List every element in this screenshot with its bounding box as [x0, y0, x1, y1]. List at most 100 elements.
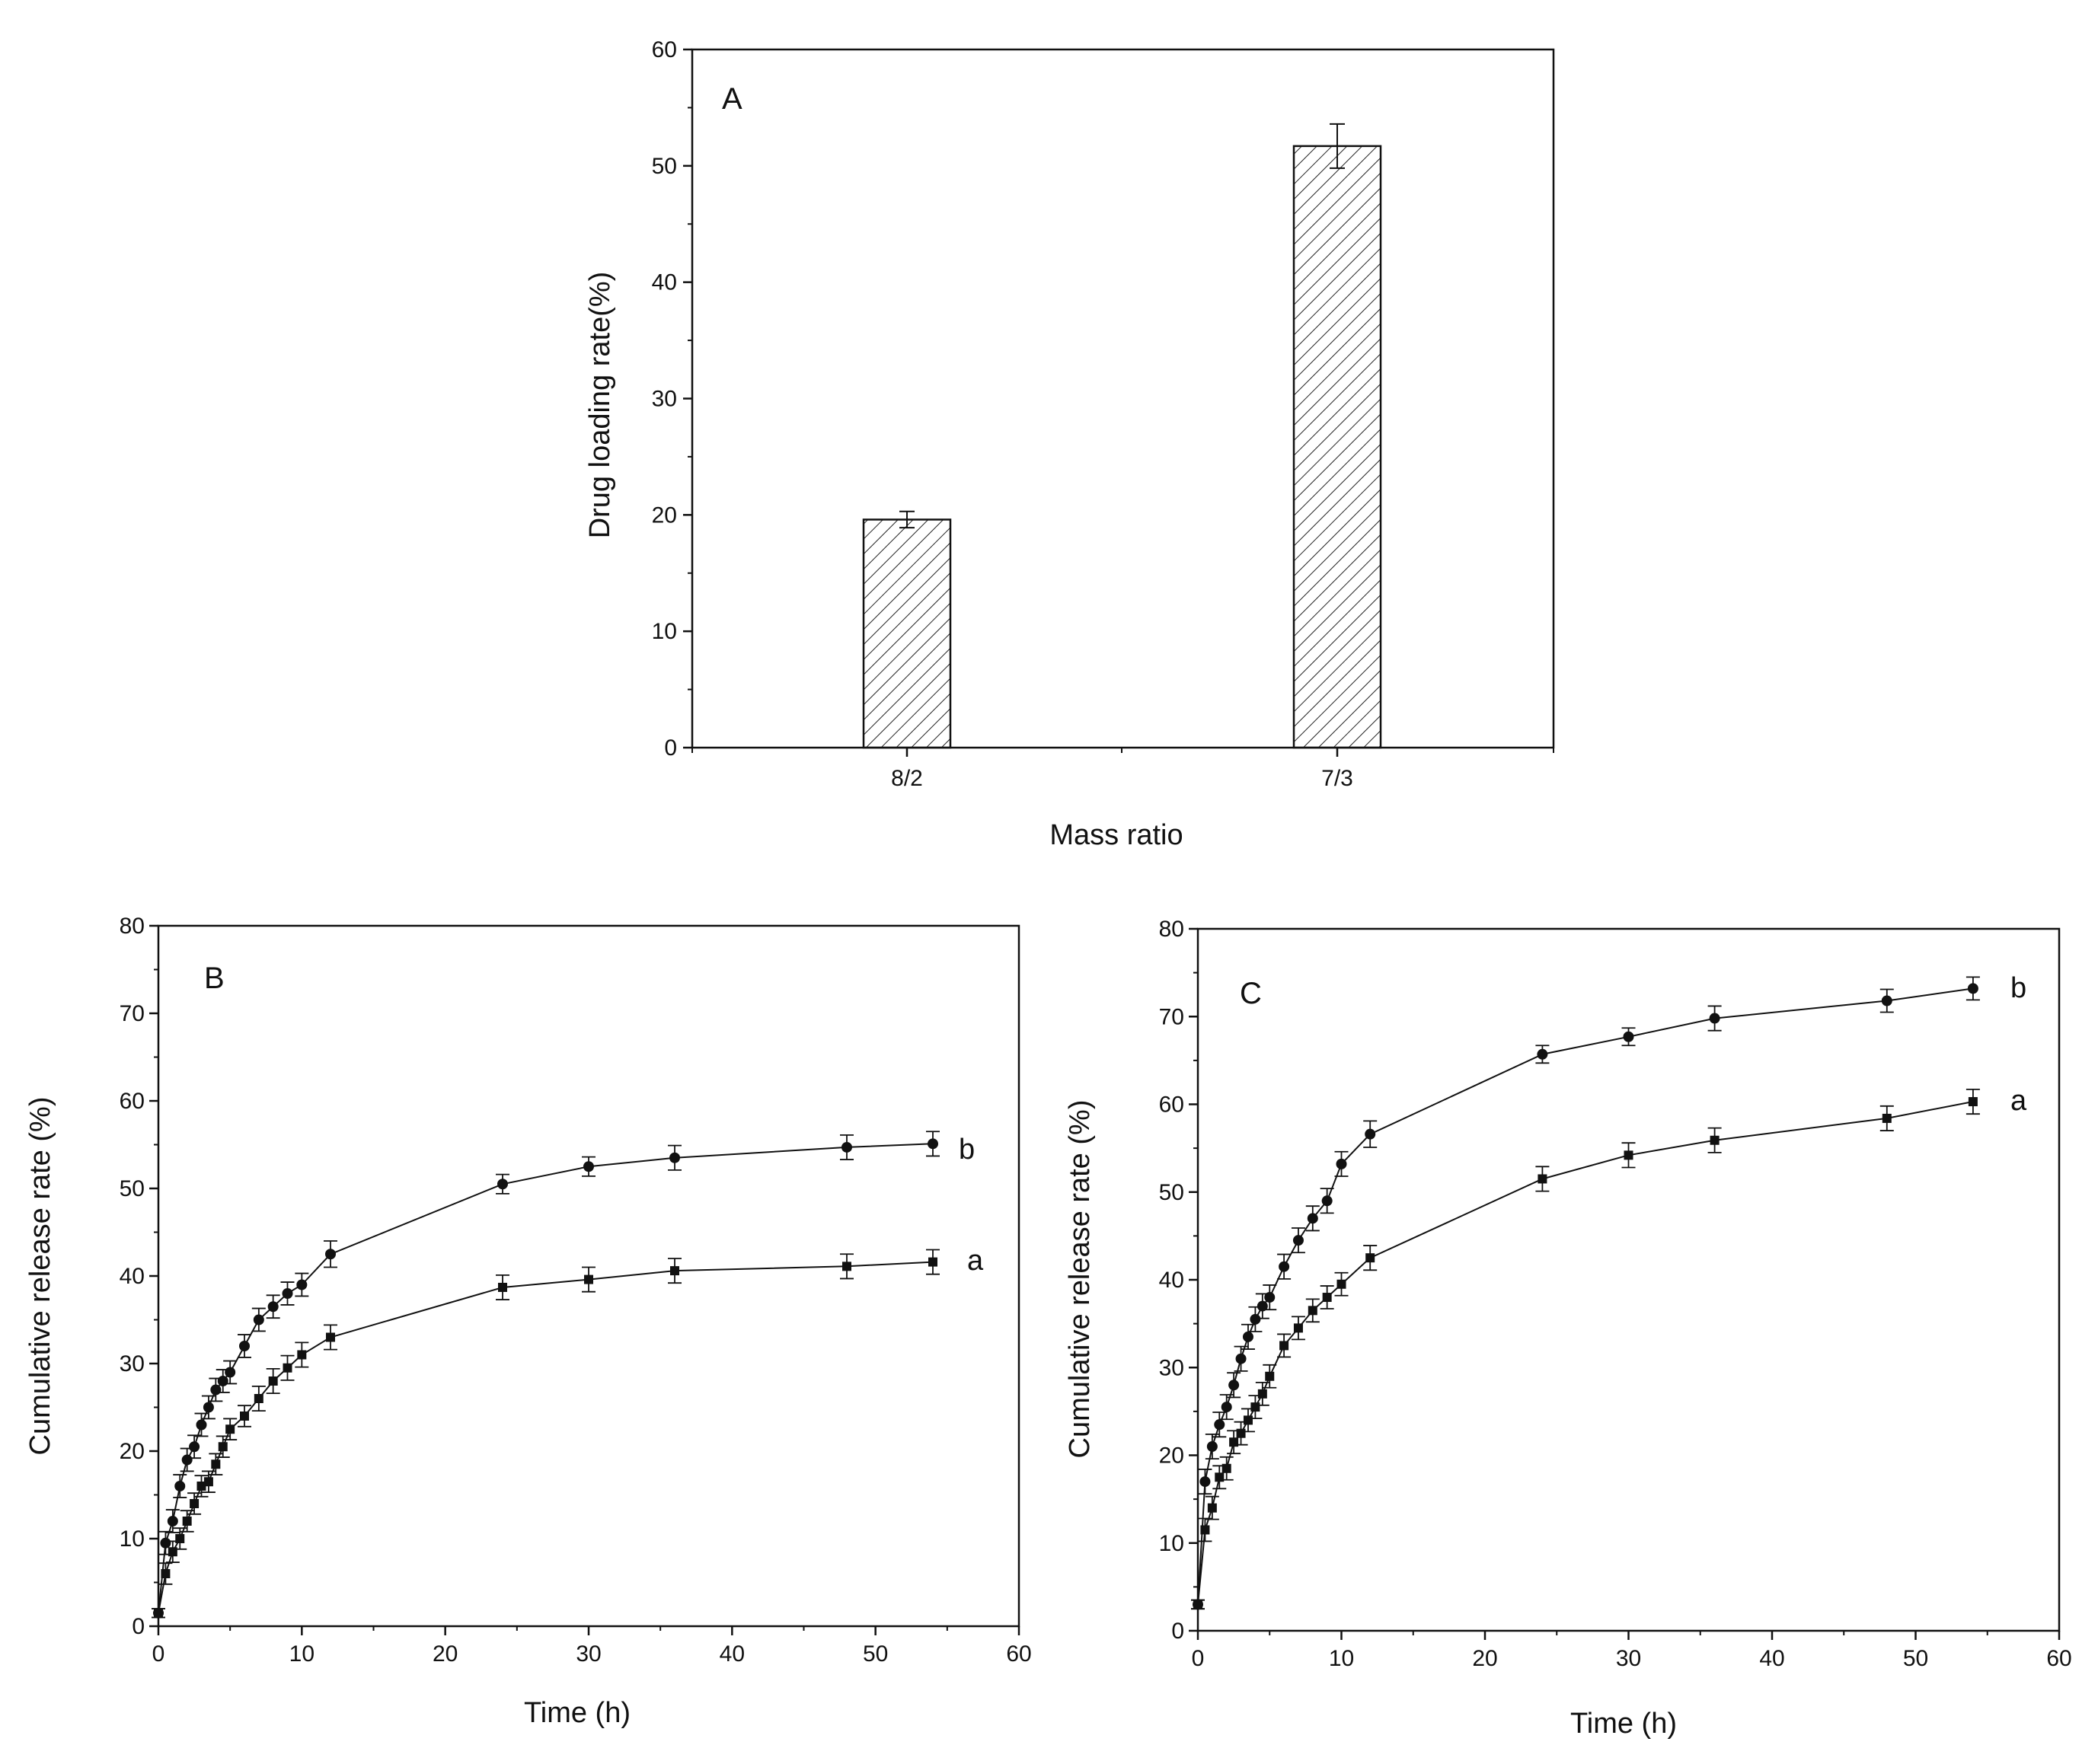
panel-b-marks: 0 10 20 30 40 50 60 70 80 0 10 20 30 40 50 60	[120, 914, 1032, 1667]
panel-b-series-a-point	[254, 1394, 263, 1403]
panel-b-series-a-point	[225, 1424, 235, 1434]
panel-c-series-a-point	[1322, 1293, 1332, 1303]
panel-b-series-a-point	[240, 1412, 249, 1421]
panel-b-series-b-line	[158, 1143, 934, 1613]
panel-c-series-a-label: a	[2010, 1085, 2027, 1117]
panel-c-series-b-point	[1257, 1300, 1268, 1312]
panel-b-y-tick-label: 60	[120, 1089, 145, 1114]
panel-c-series-b-point	[1292, 1235, 1304, 1246]
panel-b-y-tick-label: 40	[120, 1264, 145, 1289]
panel-b-series-a-point	[326, 1332, 335, 1342]
panel-c-x-tick-label: 50	[1903, 1646, 1928, 1671]
panel-c-marks: 0 10 20 30 40 50 60 70 80 0 10 20 30 40 50 60	[1159, 917, 2072, 1671]
panel-b-series-b-point	[497, 1179, 508, 1190]
panel-c-series-a-line	[1197, 1101, 1974, 1605]
panel-c-y-tick-label: 10	[1159, 1531, 1184, 1556]
panel-b-series-b-point	[296, 1279, 308, 1290]
panel-b-series-b-label: b	[959, 1134, 975, 1166]
panel-c-series-a-point	[1293, 1323, 1303, 1333]
panel-c-series-a-point	[1882, 1113, 1892, 1123]
panel-c-series-a-point	[1257, 1389, 1267, 1399]
panel-c-series-b-point	[1264, 1292, 1276, 1303]
panel-b-series-a-point	[175, 1534, 185, 1543]
panel-a-x-tick-label: 7/3	[1321, 766, 1353, 791]
panel-c-series-b-point	[1307, 1213, 1318, 1224]
panel-c-series-a-point	[1236, 1428, 1246, 1438]
panel-c-series-b-point	[1214, 1419, 1225, 1431]
panel-b-series-b-point	[928, 1138, 938, 1150]
panel-b-series-b-point	[203, 1402, 214, 1413]
panel-a-y-tick-label: 50	[652, 154, 677, 179]
panel-a-bar-chart: 0 10 20 30 40 50 60 8/2 7/3 A Mass ratio Drug lo…	[584, 37, 1555, 851]
panel-b-series-b-point	[239, 1341, 250, 1351]
panel-c-series-b-point	[1537, 1048, 1548, 1060]
panel-c-x-tick-label: 0	[1192, 1646, 1205, 1671]
panel-c-x-tick-label: 20	[1472, 1646, 1497, 1671]
panel-b-series-a-point	[670, 1266, 679, 1276]
panel-b-y-axis-title: Cumulative release rate (%)	[24, 1097, 56, 1456]
panel-c-y-tick-label: 30	[1159, 1355, 1184, 1380]
panel-b-y-tick-label: 0	[132, 1614, 145, 1639]
panel-a-marks: 0 10 20 30 40 50 60 8/2 7/3	[652, 37, 1555, 791]
panel-c-series-b-point	[1623, 1031, 1634, 1042]
panel-c-series-b-label: b	[2010, 972, 2026, 1004]
panel-a-y-tick-label: 10	[652, 619, 677, 644]
panel-b-series-b-point	[267, 1301, 279, 1313]
panel-b-series-b-point	[253, 1314, 264, 1325]
panel-c-series-a-point	[1624, 1150, 1633, 1160]
panel-c-series-b-point	[1228, 1380, 1240, 1391]
panel-b-series-a-point	[584, 1274, 593, 1284]
panel-c-x-tick-label: 30	[1616, 1646, 1641, 1671]
panel-c-series-b-point	[1336, 1158, 1347, 1169]
panel-b-series-a-point	[218, 1442, 228, 1452]
panel-c-x-axis-title: Time (h)	[1570, 1708, 1677, 1740]
panel-c-y-tick-label: 80	[1159, 917, 1184, 942]
panel-b-series-a-point	[211, 1459, 221, 1469]
panel-c-x-tick-label: 10	[1329, 1646, 1354, 1671]
panel-b-series-a-point	[283, 1363, 292, 1373]
panel-b-series-b-point	[225, 1367, 236, 1378]
panel-b-y-tick-label: 50	[120, 1176, 145, 1201]
panel-c-series-b-point	[1279, 1261, 1290, 1272]
panel-b-y-tick-label: 20	[120, 1439, 145, 1464]
panel-c-line-chart: 0 10 20 30 40 50 60 70 80 0 10 20 30 40 50 60 C Time (h…	[1064, 917, 2072, 1740]
panel-c-series-a-point	[1336, 1279, 1346, 1289]
panel-c-series-b-point	[1967, 983, 1978, 994]
panel-c-series-a-point	[1265, 1371, 1275, 1381]
panel-c-series-a-point	[1710, 1135, 1720, 1145]
panel-c-series-b-point	[1199, 1476, 1211, 1488]
panel-b-series-b-point	[841, 1141, 852, 1153]
panel-a-x-axis-title: Mass ratio	[1049, 819, 1183, 851]
panel-c-series-a-point	[1207, 1503, 1217, 1513]
panel-c-y-tick-label: 70	[1159, 1004, 1184, 1029]
panel-b-series-b-point	[210, 1384, 222, 1396]
panel-c-y-axis-title: Cumulative release rate (%)	[1064, 1100, 1096, 1459]
panel-a-y-tick-label: 60	[652, 37, 677, 62]
panel-b-series-a-point	[196, 1482, 206, 1491]
panel-b-series-b-point	[583, 1161, 594, 1172]
panel-b-series-b-point	[160, 1537, 171, 1549]
panel-c-series-b-point	[1365, 1128, 1376, 1140]
panel-c-y-tick-label: 0	[1171, 1619, 1184, 1644]
panel-c-letter: C	[1240, 977, 1262, 1010]
panel-c-y-tick-label: 40	[1159, 1268, 1184, 1293]
panel-c-series-b-point	[1709, 1013, 1720, 1024]
panel-b-series-b-point	[217, 1376, 228, 1386]
panel-b-line-chart: 0 10 20 30 40 50 60 70 80 0 10 20 30 40 50 60 B Time (h…	[24, 914, 1032, 1729]
panel-c-y-tick-label: 60	[1159, 1093, 1184, 1118]
panel-c-series-b-point	[1193, 1599, 1203, 1610]
panel-c-series-a-point	[1308, 1306, 1317, 1316]
panel-b-series-b-point	[189, 1441, 200, 1453]
panel-b-x-tick-label: 40	[720, 1641, 745, 1667]
panel-c-series-b-point	[1321, 1195, 1333, 1207]
panel-a-y-tick-label: 40	[652, 270, 677, 295]
panel-c-x-tick-label: 60	[2046, 1646, 2071, 1671]
panel-c-series-b-point	[1881, 995, 1892, 1006]
panel-a-y-tick-label: 30	[652, 387, 677, 412]
panel-b-x-tick-label: 20	[433, 1641, 458, 1667]
panel-b-series-a-label: a	[967, 1245, 984, 1277]
panel-b-series-a-point	[203, 1477, 213, 1487]
panel-c-y-tick-label: 50	[1159, 1180, 1184, 1205]
panel-b-series-b-point	[325, 1249, 336, 1260]
